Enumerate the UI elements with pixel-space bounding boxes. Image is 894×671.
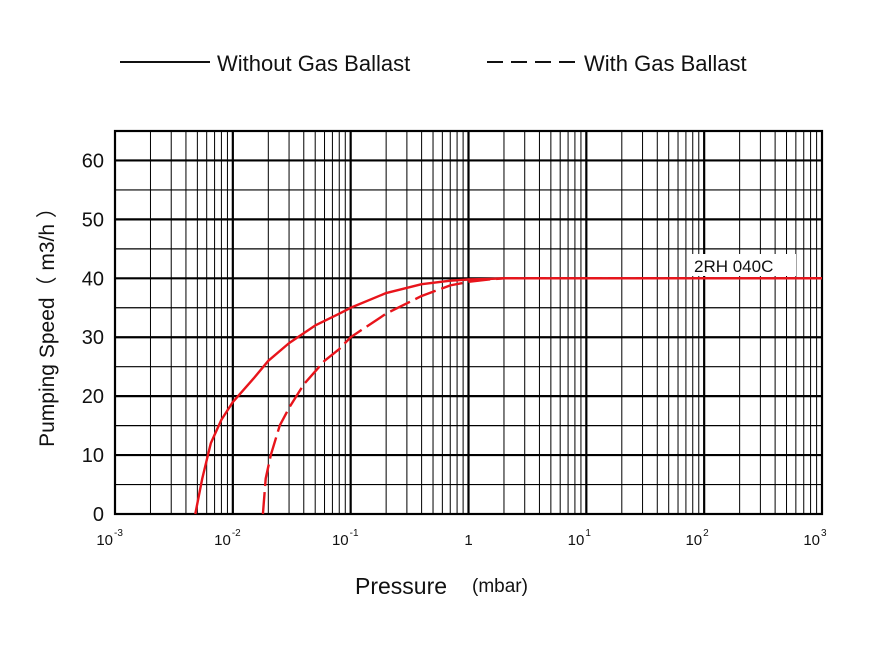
x-tick-base: 10 [96, 532, 113, 549]
x-tick-label: 10 3 [803, 528, 827, 549]
y-tick-label: 30 [82, 327, 104, 349]
x-tick-label: 1 [464, 532, 472, 549]
x-tick-label: 10 1 [568, 528, 592, 549]
legend-label-with-gas-ballast: With Gas Ballast [584, 51, 747, 76]
legend: Without Gas Ballast With Gas Ballast [120, 51, 747, 76]
x-tick-base: 10 [803, 532, 820, 549]
x-tick-exponent: -3 [114, 528, 123, 539]
data-curves [194, 277, 822, 515]
x-tick-labels: 10 -3 10 -2 10 -1 1 10 1 10 2 10 3 [96, 528, 827, 549]
y-tick-label: 10 [82, 445, 104, 467]
x-axis-label: Pressure (mbar) [355, 573, 528, 599]
series-line-with-gas-ballast [261, 277, 822, 515]
y-tick-label: 20 [82, 386, 104, 408]
x-tick-label: 10 -1 [332, 528, 359, 549]
x-tick-exponent: 3 [821, 528, 827, 539]
y-tick-label: 50 [82, 209, 104, 231]
x-tick-exponent: 1 [585, 528, 591, 539]
x-tick-exponent: -2 [232, 528, 241, 539]
x-tick-exponent: 2 [703, 528, 709, 539]
x-tick-label: 10 -3 [96, 528, 123, 549]
x-tick-base: 10 [332, 532, 349, 549]
x-axis-title: Pressure [355, 573, 447, 599]
y-tick-label: 60 [82, 150, 104, 172]
x-tick-base: 1 [464, 532, 472, 549]
x-tick-label: 10 -2 [214, 528, 241, 549]
x-axis-unit: (mbar) [472, 576, 528, 597]
y-tick-label: 40 [82, 268, 104, 290]
x-tick-exponent: -1 [350, 528, 359, 539]
plot-grid [113, 129, 824, 516]
x-tick-base: 10 [685, 532, 702, 549]
y-tick-label: 0 [93, 504, 104, 526]
x-tick-base: 10 [568, 532, 585, 549]
plot-frame [113, 129, 824, 516]
x-tick-base: 10 [214, 532, 231, 549]
y-tick-labels: 0 10 20 30 40 50 60 [82, 150, 104, 526]
annotation-model-label: 2RH 040C [694, 257, 773, 276]
y-axis-title: Pumping Speed（ m3/h ） [36, 197, 59, 447]
x-tick-label: 10 2 [685, 528, 709, 549]
legend-label-without-gas-ballast: Without Gas Ballast [217, 51, 410, 76]
annotation-background [688, 254, 796, 276]
